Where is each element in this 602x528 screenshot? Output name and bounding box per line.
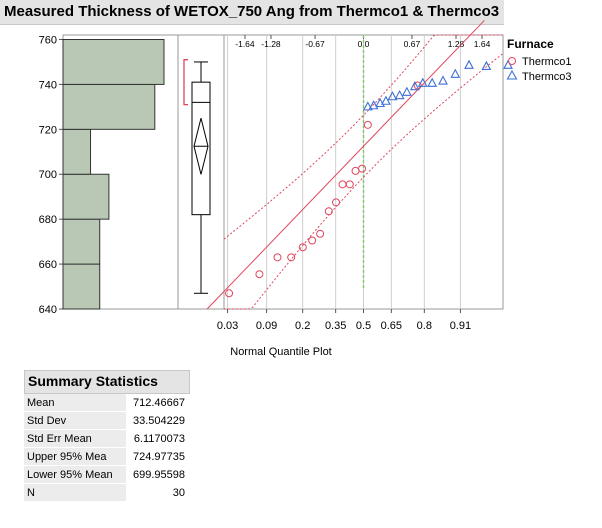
x-tick-label: 0.65 <box>381 320 402 332</box>
histogram-bar <box>62 38 165 85</box>
thermco1-point <box>298 243 307 252</box>
stat-row-n: N 30 <box>24 483 188 502</box>
x-tick-label: 0.35 <box>325 320 346 332</box>
x-tick-label: 0.5 <box>356 320 371 332</box>
thermco3-point <box>387 91 398 101</box>
histogram-bar <box>62 263 101 310</box>
thermco3-point <box>450 68 461 78</box>
thermco3-point <box>362 101 373 111</box>
thermco3-point <box>503 59 513 69</box>
thermco3-point <box>464 59 474 69</box>
thermco1-point <box>351 166 360 175</box>
y-tick-label: 640 <box>39 304 57 316</box>
quantile-top-label: -1.64 <box>235 39 255 49</box>
stat-label: Std Err Mean <box>24 429 126 448</box>
quantile-top-label: 1.28 <box>448 39 465 49</box>
thermco1-point <box>363 120 372 129</box>
distribution-plot: 640 660 680 700 720 740 760 0.03 0.09 0.2 0.35 0.5 0… <box>39 20 572 358</box>
legend-thermco3-marker <box>506 69 518 80</box>
stat-value: 30 <box>172 486 185 499</box>
stat-row-upper-95-mean: Upper 95% Mea 724.97735 <box>24 447 188 466</box>
y-tick-label: 700 <box>39 169 57 181</box>
thermco1-point <box>413 81 422 90</box>
quantile-top-label: 0.67 <box>404 39 421 49</box>
summary-statistics-header[interactable]: Summary Statistics <box>24 370 190 394</box>
quantile-top-label: 1.64 <box>474 39 491 49</box>
legend-thermco1-marker <box>508 57 516 65</box>
mean-diamond <box>193 118 209 175</box>
stat-row-std-err-mean: Std Err Mean 6.1170073 <box>24 429 188 448</box>
stat-value: 33.504229 <box>133 414 185 427</box>
thermco1-point <box>332 198 341 207</box>
stat-label: Std Dev <box>24 411 126 430</box>
thermco3-point <box>401 86 412 96</box>
boxplot-box <box>191 81 211 216</box>
thermco3-point <box>380 95 391 105</box>
thermco3-point <box>368 100 379 110</box>
chart-title: Measured Thickness of WETOX_750 Ang from… <box>4 3 500 20</box>
thermco1-point <box>255 270 264 279</box>
legend-thermco3-label: Thermco3 <box>522 71 572 83</box>
histogram-bar <box>62 128 92 175</box>
legend-thermco1-label: Thermco1 <box>522 56 572 68</box>
thermco1-point <box>308 236 317 245</box>
y-tick-label: 760 <box>39 34 57 46</box>
thermco1-point <box>225 289 234 298</box>
thermco3-point <box>438 75 448 85</box>
y-tick-label: 680 <box>39 214 57 226</box>
stat-value: 712.46667 <box>133 396 185 409</box>
thermco3-point <box>417 77 428 87</box>
stat-value: 699.95598 <box>133 468 185 481</box>
stat-label: Mean <box>24 394 126 412</box>
stat-row-std-dev: Std Dev 33.504229 <box>24 411 188 430</box>
thermco3-point <box>427 77 438 87</box>
x-tick-label: 0.91 <box>450 320 471 332</box>
thermco3-point <box>394 89 405 100</box>
stat-row-mean: Mean 712.46667 <box>24 394 188 412</box>
stat-value: 724.97735 <box>133 450 185 463</box>
thermco1-point <box>324 207 333 216</box>
thermco1-point <box>338 180 347 189</box>
summary-statistics-table: Mean 712.46667 Std Dev 33.504229 Std Err M… <box>24 394 188 502</box>
thermco3-point <box>409 80 420 91</box>
histogram-bar <box>62 173 110 220</box>
x-axis-label: Normal Quantile Plot <box>230 346 332 358</box>
stat-label: Lower 95% Mean <box>24 465 126 484</box>
thermco1-point <box>273 253 282 262</box>
thermco1-point <box>358 164 367 173</box>
confidence-band-lower <box>224 53 503 310</box>
y-tick-label: 720 <box>39 124 57 136</box>
x-tick-label: 0.8 <box>417 320 432 332</box>
x-tick-label: 0.03 <box>217 320 238 332</box>
thermco1-point <box>316 229 325 238</box>
shortest-half-bracket <box>183 59 188 106</box>
histogram-bar <box>62 83 156 130</box>
x-tick-label: 0.2 <box>295 320 310 332</box>
thermco3-point <box>481 60 492 70</box>
stat-row-lower-95-mean: Lower 95% Mean 699.95598 <box>24 465 188 484</box>
histogram-bar <box>62 218 101 265</box>
summary-statistics-panel: Summary Statistics Mean 712.46667 Std Dev… <box>24 370 192 502</box>
quantile-top-label: 0.0 <box>358 39 370 49</box>
normal-fit-line <box>206 20 485 310</box>
chart-title-bar: Measured Thickness of WETOX_750 Ang from… <box>0 0 504 25</box>
y-tick-label: 660 <box>39 259 57 271</box>
y-tick-label: 740 <box>39 79 57 91</box>
quantile-top-label: -0.67 <box>305 39 325 49</box>
stat-value: 6.1170073 <box>133 432 185 445</box>
x-tick-label: 0.09 <box>256 320 277 332</box>
thermco1-point <box>345 180 354 189</box>
summary-statistics-title: Summary Statistics <box>28 373 158 389</box>
quantile-top-label: -1.28 <box>261 39 281 49</box>
stat-label: N <box>24 483 126 502</box>
legend-title: Furnace <box>507 37 554 51</box>
thermco1-point <box>287 253 296 262</box>
stat-label: Upper 95% Mea <box>24 447 126 466</box>
